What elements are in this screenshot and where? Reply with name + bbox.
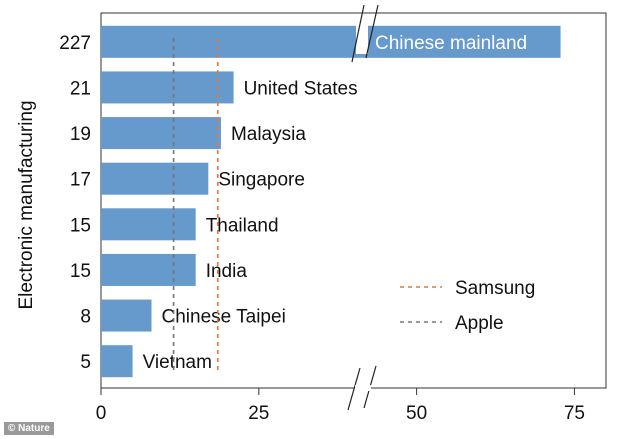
axis-break-gap-bottom bbox=[355, 385, 371, 391]
bar-3 bbox=[101, 162, 209, 195]
legend-label-1: Apple bbox=[455, 313, 504, 334]
axis-break-gap-top bbox=[356, 14, 368, 54]
value-label-5: 15 bbox=[70, 261, 91, 282]
bar-label-7: Vietnam bbox=[143, 352, 212, 373]
x-tick-label-3: 75 bbox=[564, 403, 585, 424]
bar-label-3: Singapore bbox=[218, 170, 305, 191]
axis-break-mark-0 bbox=[351, 4, 365, 63]
bar-label-4: Thailand bbox=[206, 215, 279, 236]
bar-4 bbox=[101, 208, 196, 241]
bar-0 bbox=[101, 25, 561, 58]
bar-label-2: Malaysia bbox=[231, 124, 306, 145]
value-label-7: 5 bbox=[80, 352, 91, 373]
bar-2 bbox=[101, 117, 221, 150]
bar-7 bbox=[101, 345, 133, 378]
bar-5 bbox=[101, 253, 196, 286]
value-label-6: 8 bbox=[80, 307, 91, 328]
value-label-2: 19 bbox=[70, 124, 91, 145]
value-label-0: 227 bbox=[59, 33, 91, 54]
value-label-1: 21 bbox=[70, 78, 91, 99]
x-tick-label-2: 50 bbox=[406, 403, 427, 424]
watermark: © Nature bbox=[4, 422, 54, 435]
bar-label-1: United States bbox=[244, 78, 358, 99]
y-axis-label: Electronic manufacturing bbox=[16, 100, 37, 309]
x-tick-label-1: 25 bbox=[248, 403, 269, 424]
plot-frame bbox=[100, 12, 607, 389]
bar-1 bbox=[101, 71, 234, 104]
bar-label-5: India bbox=[206, 261, 248, 282]
bar-6 bbox=[101, 299, 152, 332]
axis-break-mark-1 bbox=[365, 4, 379, 59]
x-tick-label-0: 0 bbox=[96, 403, 107, 424]
bar-label-0: Chinese mainland bbox=[375, 33, 527, 54]
axis-break-mark-2 bbox=[347, 367, 361, 411]
bar-label-6: Chinese Taipei bbox=[162, 307, 286, 328]
value-label-4: 15 bbox=[70, 215, 91, 236]
legend-label-0: Samsung bbox=[455, 278, 535, 299]
value-label-3: 17 bbox=[70, 170, 91, 191]
